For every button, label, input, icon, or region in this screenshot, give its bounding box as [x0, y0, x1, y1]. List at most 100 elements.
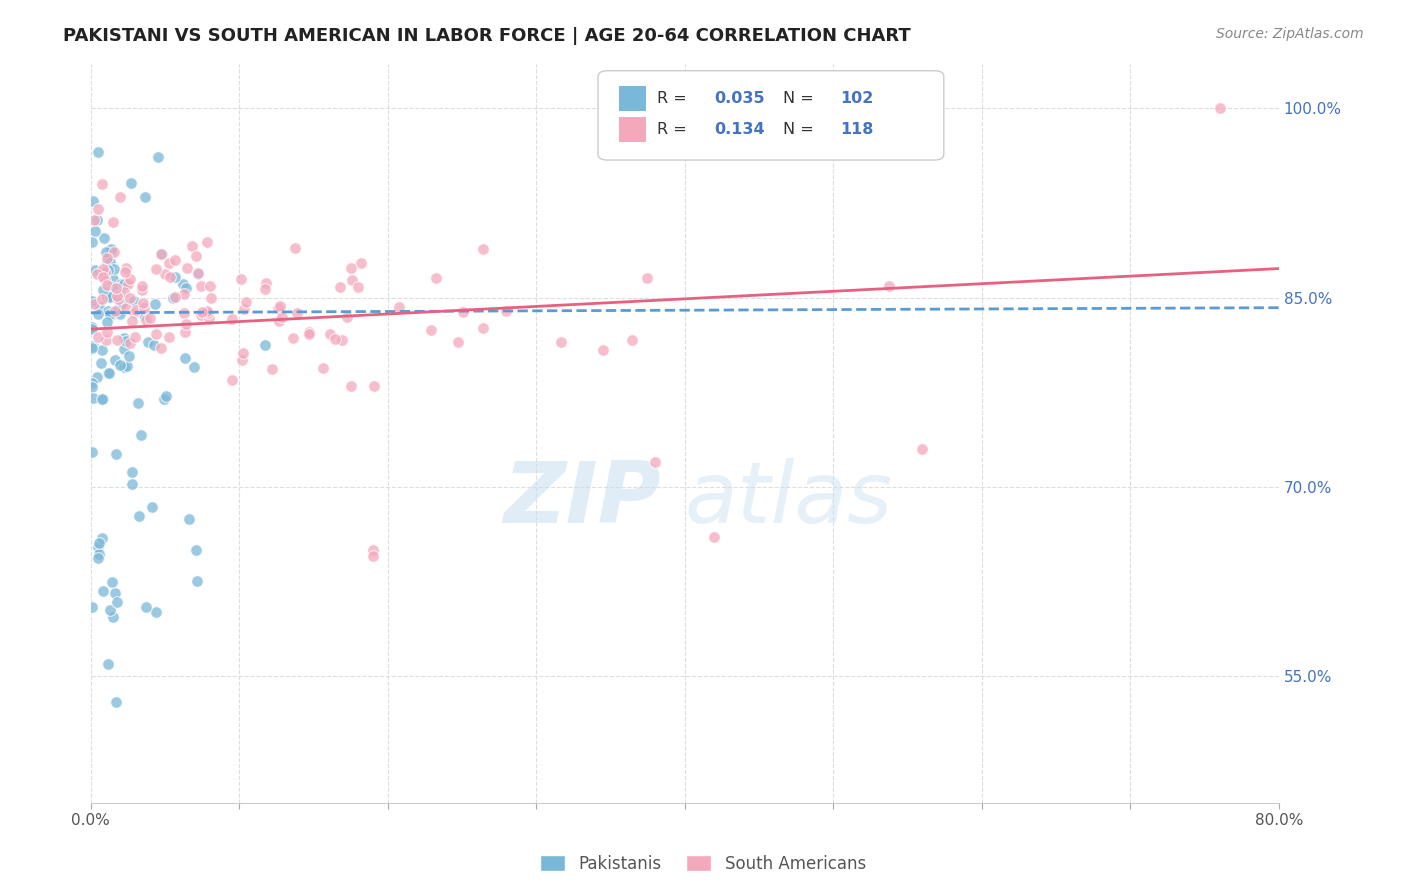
- Point: [361, 549, 384, 564]
- Point: [91, 292, 114, 306]
- Point: [86, 145, 108, 160]
- Text: Source: ZipAtlas.com: Source: ZipAtlas.com: [1216, 27, 1364, 41]
- Point: [82, 600, 104, 615]
- Point: [190, 279, 212, 293]
- Point: [262, 362, 284, 376]
- Text: 0.134: 0.134: [714, 122, 765, 137]
- Point: [83, 213, 105, 227]
- Point: [221, 373, 243, 387]
- Point: [87, 299, 110, 313]
- Point: [157, 330, 180, 344]
- Point: [621, 333, 644, 347]
- Point: [104, 447, 127, 461]
- Point: [90, 356, 112, 370]
- Point: [176, 261, 198, 276]
- Point: [86, 370, 108, 384]
- Point: [200, 291, 222, 305]
- Point: [82, 235, 104, 249]
- Point: [173, 306, 195, 320]
- Point: [83, 224, 105, 238]
- Point: [97, 657, 120, 671]
- Point: [93, 231, 115, 245]
- Point: [82, 380, 104, 394]
- Point: [349, 256, 371, 270]
- Point: [472, 243, 495, 257]
- Point: [323, 332, 346, 346]
- Point: [87, 329, 110, 343]
- Point: [104, 352, 127, 367]
- Point: [135, 600, 157, 615]
- Point: [347, 279, 370, 293]
- Point: [105, 289, 128, 303]
- Point: [446, 334, 468, 349]
- Point: [120, 176, 142, 190]
- Point: [91, 343, 114, 358]
- Point: [108, 307, 131, 321]
- Point: [128, 509, 150, 524]
- Point: [425, 270, 447, 285]
- Text: R =: R =: [658, 122, 688, 137]
- Point: [134, 190, 156, 204]
- Point: [162, 292, 184, 306]
- Text: N =: N =: [783, 91, 814, 106]
- Point: [550, 335, 572, 350]
- Point: [86, 267, 108, 281]
- Point: [125, 302, 148, 317]
- Point: [112, 331, 135, 345]
- Point: [340, 273, 363, 287]
- Point: [187, 266, 209, 280]
- Text: R =: R =: [658, 91, 688, 106]
- Point: [112, 342, 135, 356]
- Point: [198, 278, 221, 293]
- Point: [121, 476, 143, 491]
- Point: [100, 245, 122, 260]
- Point: [132, 308, 155, 322]
- Point: [174, 325, 197, 339]
- Point: [157, 256, 180, 270]
- Point: [91, 177, 114, 191]
- Point: [340, 260, 363, 275]
- Point: [143, 338, 166, 352]
- Text: N =: N =: [783, 122, 814, 137]
- Point: [145, 297, 167, 311]
- Text: 118: 118: [841, 122, 873, 137]
- Legend: Pakistanis, South Americans: Pakistanis, South Americans: [533, 848, 873, 880]
- Point: [363, 379, 385, 393]
- Point: [319, 326, 342, 341]
- Point: [96, 251, 118, 265]
- Point: [103, 244, 125, 259]
- Point: [163, 270, 186, 285]
- Point: [132, 295, 155, 310]
- Point: [100, 308, 122, 322]
- Point: [174, 318, 197, 332]
- Point: [82, 341, 104, 355]
- Point: [153, 392, 176, 406]
- Point: [451, 305, 474, 319]
- Point: [233, 301, 256, 316]
- Point: [82, 391, 104, 405]
- Point: [90, 392, 112, 406]
- Point: [101, 272, 124, 286]
- Point: [271, 310, 294, 325]
- Point: [83, 297, 105, 311]
- Point: [172, 277, 194, 291]
- Point: [174, 351, 197, 365]
- Point: [87, 550, 110, 565]
- Point: [97, 304, 120, 318]
- Point: [82, 194, 104, 209]
- Point: [254, 277, 277, 291]
- Point: [122, 306, 145, 320]
- Point: [100, 242, 122, 256]
- Point: [184, 542, 207, 557]
- Point: [163, 252, 186, 267]
- Point: [298, 325, 321, 339]
- Point: [311, 361, 333, 376]
- Point: [97, 366, 120, 380]
- Point: [121, 314, 143, 328]
- Point: [1208, 101, 1230, 115]
- Point: [340, 379, 363, 393]
- Point: [82, 444, 104, 458]
- FancyBboxPatch shape: [598, 70, 943, 160]
- Point: [111, 295, 134, 310]
- Point: [127, 396, 149, 410]
